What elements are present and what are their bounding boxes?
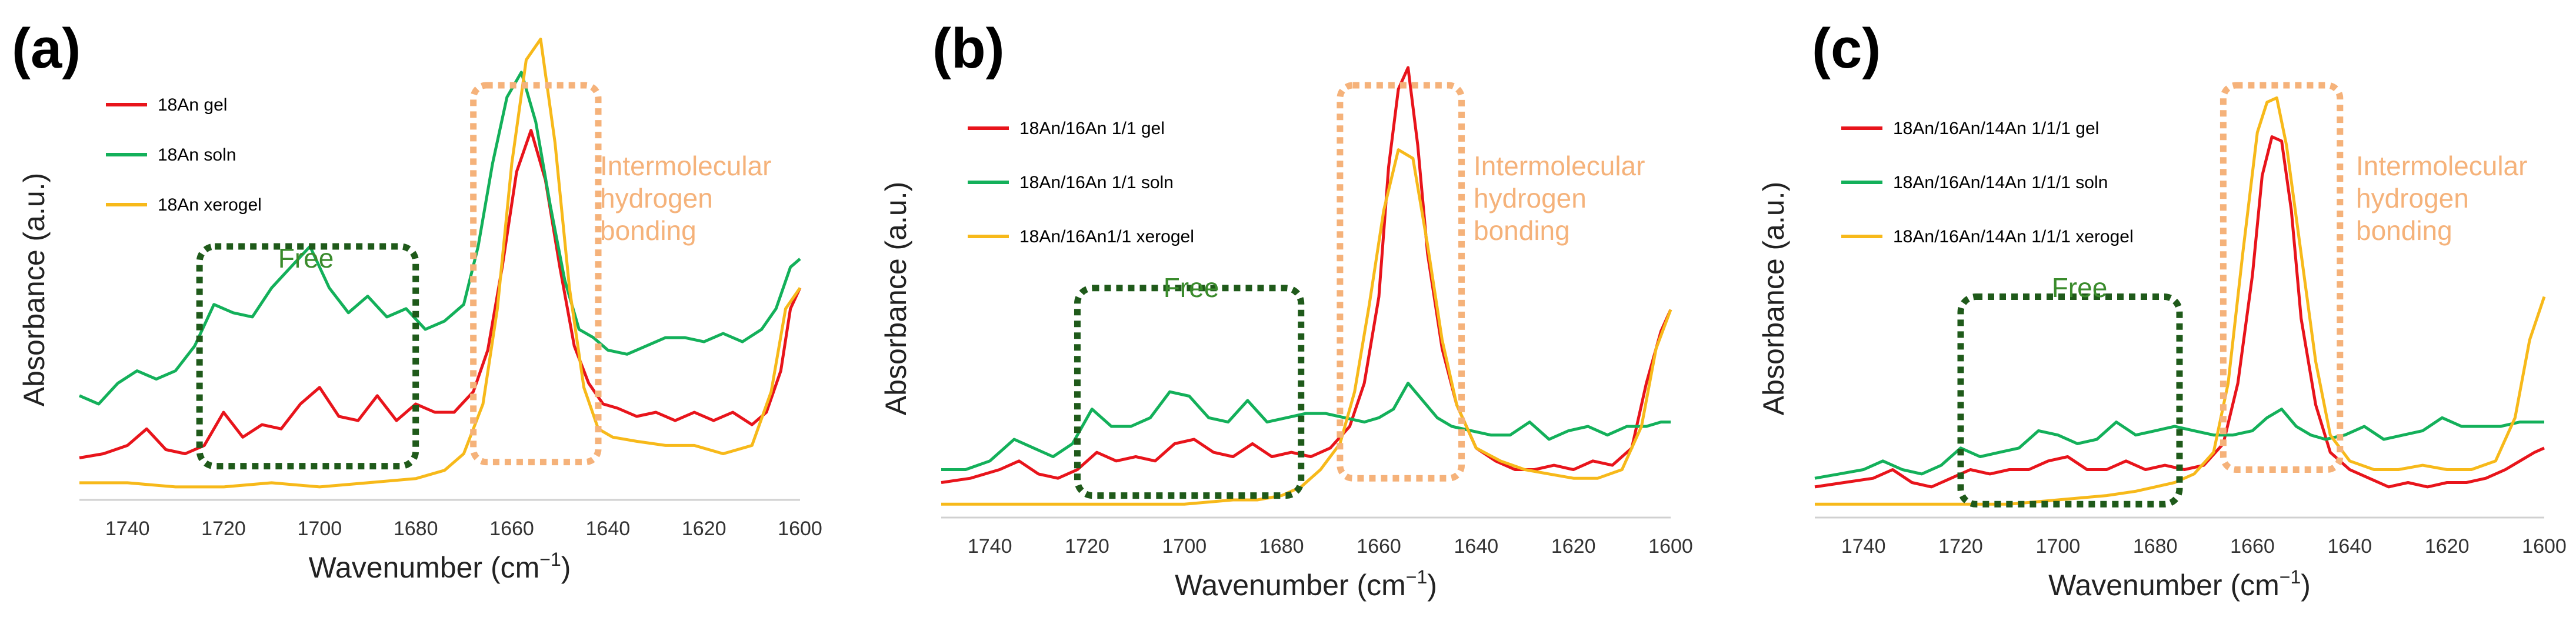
free-label: Free (2052, 272, 2108, 303)
x-tick-label: 1660 (2230, 535, 2275, 558)
x-axis-label: Wavenumber (cm−1) (309, 549, 571, 584)
x-tick-label: 1660 (489, 518, 534, 540)
x-tick-label: 1740 (1841, 535, 1886, 558)
hbond-region-box (2220, 82, 2344, 473)
series-line-soln (941, 382, 1671, 471)
hbond-label: hydrogen (1474, 183, 1587, 213)
x-tick-label: 1600 (2522, 535, 2567, 558)
legend-label-gel: 18An/16An/14An 1/1/1 gel (1893, 119, 2099, 138)
x-tick-label: 1620 (682, 518, 727, 540)
x-axis-label: Wavenumber (cm−1) (1175, 566, 1437, 602)
x-tick-label: 1680 (394, 518, 438, 540)
series-line-xerogel (1815, 96, 2546, 506)
hbond-label: Intermolecular (600, 151, 771, 181)
hbond-label: hydrogen (2356, 183, 2469, 213)
x-tick-label: 1600 (1648, 535, 1693, 558)
series-line-xerogel (941, 148, 1672, 506)
series-line-gel (1814, 135, 2545, 489)
panel-b: (b) Absorbance (a.u.) 1740 1720 1700 1680 1660… (879, 17, 1693, 602)
x-tick-label: 1720 (201, 518, 246, 540)
free-region-box (196, 243, 419, 470)
x-tick-label: 1680 (2133, 535, 2178, 558)
free-region-box (1957, 293, 2183, 508)
panel-a: (a) Absorbance (a.u.) 1740 1720 1700 1680 1660… (12, 17, 822, 584)
x-tick-label: 1640 (2328, 535, 2372, 558)
x-tick-label: 1740 (968, 535, 1012, 558)
series-line-gel (941, 66, 1672, 484)
legend-label-soln: 18An/16An/14An 1/1/1 soln (1893, 173, 2108, 192)
legend-label-xerogel: 18An/16An/14An 1/1/1 xerogel (1893, 227, 2134, 246)
legend-label-gel: 18An gel (158, 95, 227, 115)
x-tick-label: 1700 (2036, 535, 2081, 558)
y-axis-label: Absorbance (a.u.) (879, 182, 912, 415)
hbond-label: bonding (2356, 215, 2452, 246)
series-line-gel (79, 129, 802, 459)
hbond-label: Intermolecular (2356, 151, 2527, 181)
hbond-label: bonding (1474, 215, 1570, 246)
hbond-label: bonding (600, 215, 697, 246)
x-tick-label: 1600 (778, 518, 822, 540)
legend-label-soln: 18An soln (158, 145, 236, 165)
free-label: Free (278, 243, 334, 273)
panel-c: (c) Absorbance (a.u.) 1740 1720 1700 1680 1660… (1757, 17, 2567, 602)
legend-label-xerogel: 18An/16An1/1 xerogel (1019, 227, 1194, 246)
series-line-xerogel (79, 38, 802, 489)
x-tick-label: 1680 (1259, 535, 1304, 558)
x-tick-label: 1620 (2425, 535, 2470, 558)
x-tick-label: 1640 (1454, 535, 1499, 558)
x-tick-label: 1720 (1938, 535, 1983, 558)
x-tick-label: 1720 (1065, 535, 1109, 558)
x-axis-label: Wavenumber (cm−1) (2048, 566, 2311, 602)
hbond-label: Intermolecular (1474, 151, 1645, 181)
y-axis-label: Absorbance (a.u.) (1757, 182, 1790, 415)
y-axis-label: Absorbance (a.u.) (18, 173, 51, 406)
free-region-box (1074, 285, 1305, 499)
hbond-region-box (1337, 82, 1465, 482)
x-tick-label: 1640 (586, 518, 631, 540)
x-tick-label: 1620 (1551, 535, 1596, 558)
hbond-region-box (470, 82, 602, 466)
series-line-soln (1814, 408, 2544, 480)
panel-letter: (c) (1812, 17, 1881, 80)
hbond-label: hydrogen (600, 183, 713, 213)
x-tick-label: 1700 (1162, 535, 1207, 558)
legend-label-soln: 18An/16An 1/1 soln (1019, 173, 1174, 192)
free-label: Free (1164, 272, 1219, 303)
legend-label-xerogel: 18An xerogel (158, 195, 262, 215)
series-line-soln (79, 71, 801, 406)
x-tick-label: 1660 (1357, 535, 1401, 558)
panel-letter: (b) (932, 17, 1005, 80)
x-tick-label: 1740 (105, 518, 150, 540)
legend-label-gel: 18An/16An 1/1 gel (1019, 119, 1165, 138)
panel-letter: (a) (12, 17, 81, 80)
x-tick-label: 1700 (298, 518, 342, 540)
